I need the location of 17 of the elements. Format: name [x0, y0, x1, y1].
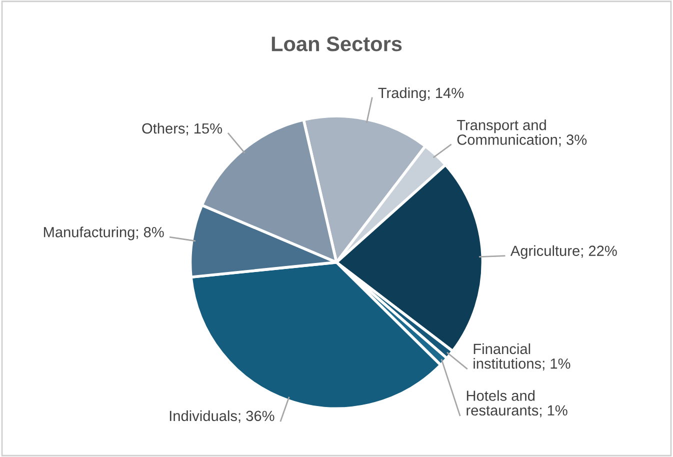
data-label: ; 3%	[559, 134, 587, 147]
slice-label: Trading	[378, 87, 426, 101]
slice-label: Hotels and restaurants	[466, 390, 538, 416]
slice-label: Individuals	[170, 410, 237, 422]
data-label: ; 1%	[542, 358, 570, 370]
slice-label: Manufacturing	[44, 226, 134, 240]
data-label: ; 22%	[581, 246, 617, 258]
slice-label: Financial institutions	[474, 343, 542, 369]
chart-title: Loan Sectors	[272, 36, 402, 52]
data-label: ; 36%	[238, 410, 274, 423]
slice-label: Transport and Communication	[456, 120, 557, 145]
data-label: ; 15%	[186, 123, 222, 136]
data-label: ; 14%	[428, 88, 464, 100]
data-label: ; 8%	[136, 226, 164, 240]
slice-label: Others	[142, 122, 185, 134]
data-label: ; 1%	[540, 405, 568, 418]
slice-label: Agriculture	[510, 245, 580, 259]
